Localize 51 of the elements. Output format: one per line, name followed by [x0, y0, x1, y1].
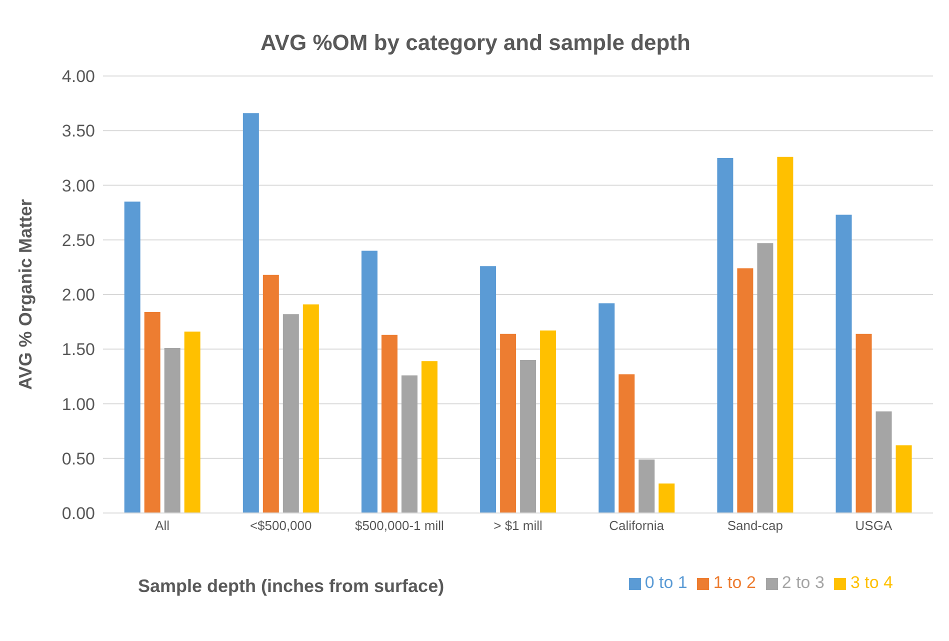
bar: [421, 361, 438, 513]
bar: [618, 374, 635, 513]
bar: [282, 314, 299, 513]
bar: [598, 303, 615, 513]
bar: [302, 304, 319, 513]
bar: [540, 330, 556, 513]
bar: [856, 334, 872, 513]
x-tick-label: $500,000-1 mill: [354, 518, 444, 534]
y-tick-label: 1.50: [62, 340, 95, 360]
y-tick-label: 1.00: [62, 394, 95, 414]
bar: [124, 202, 140, 513]
bar: [520, 360, 536, 513]
y-tick-label: 3.50: [62, 122, 95, 141]
x-tick-label: Sand-cap: [727, 518, 783, 534]
legend-label: 2 to 3: [782, 573, 824, 592]
bar: [480, 266, 496, 513]
bar: [658, 484, 675, 513]
bar: [757, 243, 774, 513]
y-tick-label: 3.00: [62, 176, 95, 196]
bar: [638, 459, 655, 513]
bar: [164, 348, 180, 513]
bar: [836, 214, 852, 513]
x-tick-label: USGA: [855, 518, 892, 534]
bar: [737, 268, 754, 513]
bar: [896, 445, 912, 513]
bar: [777, 156, 794, 513]
bar: [242, 113, 259, 513]
x-tick-label: > $1 mill: [494, 518, 542, 534]
y-tick-label: 4.00: [62, 67, 95, 86]
y-tick-label: 0.00: [62, 504, 95, 524]
bar: [876, 411, 892, 513]
bar: [401, 375, 418, 513]
x-tick-label: All: [155, 518, 170, 534]
bar: [361, 250, 378, 513]
bar: [500, 334, 516, 513]
bar: [144, 312, 160, 513]
legend-label: 3 to 4: [850, 573, 893, 592]
y-tick-label: 2.00: [62, 286, 95, 305]
chart-title: AVG %OM by category and sample depth: [260, 30, 692, 56]
y-tick-label: 0.50: [62, 449, 95, 468]
y-tick-label: 2.50: [62, 230, 95, 250]
x-tick-label: California: [609, 518, 665, 534]
legend-label: 1 to 2: [713, 573, 756, 592]
bar: [262, 274, 279, 513]
legend-label: 0 to 1: [644, 573, 688, 592]
bar: [717, 158, 734, 513]
y-axis-title: AVG % Organic Matter: [15, 199, 36, 390]
x-tick-label: <$500,000: [250, 518, 312, 534]
bar: [381, 334, 398, 513]
x-axis-title: Sample depth (inches from surface): [138, 576, 444, 597]
bar: [184, 332, 200, 513]
